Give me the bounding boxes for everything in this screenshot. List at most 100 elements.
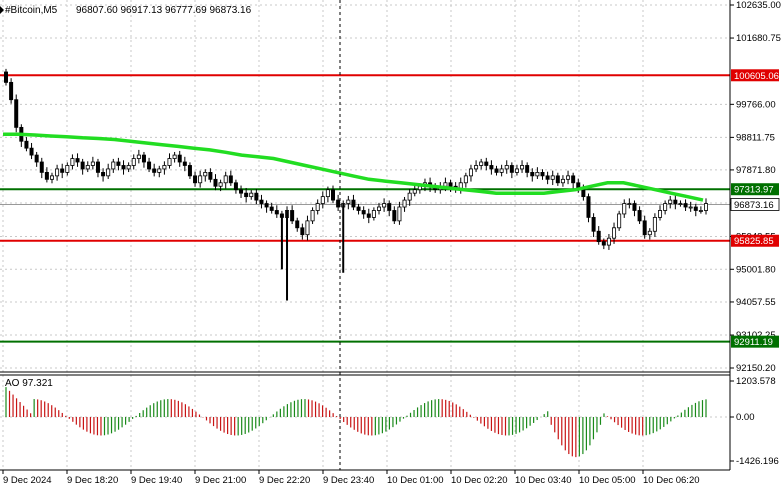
- time-tick-label: 9 Dec 22:20: [259, 475, 310, 486]
- candle-body: [463, 175, 468, 184]
- candle-body: [571, 175, 576, 184]
- price-tick-label: 95001.80: [736, 264, 776, 275]
- candle-body: [279, 213, 284, 218]
- candle-body: [290, 210, 295, 222]
- candle-body: [652, 217, 657, 232]
- candle-body: [601, 241, 606, 246]
- candle-body: [668, 199, 673, 204]
- candle-body: [642, 220, 647, 236]
- level-label-resistance-high: 100605.06: [734, 71, 779, 82]
- candle-body: [591, 217, 596, 232]
- indicator-title: AO 97.321: [5, 378, 53, 389]
- candle-body: [136, 154, 141, 159]
- candle-body: [24, 140, 29, 149]
- candle-body: [203, 171, 208, 177]
- candle-body: [484, 161, 489, 166]
- candle-body: [443, 182, 448, 187]
- candle-body: [116, 161, 121, 166]
- candle-body: [596, 230, 601, 243]
- candle-body: [499, 168, 504, 173]
- candle-body: [141, 154, 146, 163]
- candle-body: [606, 237, 611, 246]
- candle-body: [80, 161, 85, 170]
- candle-body: [412, 189, 417, 194]
- candle-body: [704, 203, 709, 211]
- price-tick-label: 101680.75: [736, 33, 781, 44]
- awesome-oscillator-bars: [0, 387, 730, 458]
- candle-body: [106, 168, 111, 177]
- candle-body: [223, 175, 228, 184]
- candle-body: [387, 203, 392, 211]
- time-tick-label: 10 Dec 06:20: [643, 475, 700, 486]
- candle-body: [213, 178, 218, 187]
- candle-body: [673, 199, 678, 204]
- candle-body: [65, 165, 70, 173]
- candle-body: [259, 199, 264, 204]
- candle-body: [560, 178, 565, 184]
- horizontal-levels[interactable]: [0, 74, 730, 343]
- indicator-tick-label: 1203.578: [736, 376, 776, 387]
- candle-body: [407, 192, 412, 201]
- time-axis[interactable]: 9 Dec 2024 9 Dec 18:20 9 Dec 19:40 9 Dec 21…: [2, 470, 700, 486]
- candle-body: [612, 227, 617, 239]
- level-tag-resistance-high: [731, 69, 779, 82]
- candle-body: [254, 192, 259, 201]
- candle-body: [382, 203, 387, 208]
- candle-body: [474, 165, 479, 170]
- candle-body: [315, 203, 320, 211]
- candle-body: [545, 175, 550, 180]
- candle-body: [336, 199, 341, 208]
- level-tag-green-lower: [731, 335, 779, 348]
- candle-body: [44, 171, 49, 180]
- candle-body: [172, 154, 177, 159]
- candle-body: [698, 210, 703, 212]
- candle-body: [111, 161, 116, 170]
- candle-body: [60, 168, 65, 173]
- level-tag-green-upper: [731, 183, 779, 196]
- candle-body: [617, 213, 622, 229]
- level-tag-support-red: [731, 234, 779, 247]
- candle-body: [34, 154, 39, 163]
- level-label-current-price: 96873.16: [734, 200, 774, 211]
- candle-body: [361, 210, 366, 215]
- candle-body: [627, 203, 632, 205]
- candle-body: [320, 196, 325, 204]
- price-tick-label: 93102.25: [736, 330, 776, 341]
- candle-body: [371, 210, 376, 218]
- candle-body: [376, 206, 381, 211]
- price-tick-label: 99766.00: [736, 99, 776, 110]
- candle-body: [95, 161, 100, 173]
- candle-body: [187, 165, 192, 177]
- indicator-axis: 1203.578 0.00 -1426.196: [730, 376, 779, 467]
- time-tick-label: 10 Dec 05:00: [579, 475, 636, 486]
- candle-body: [39, 161, 44, 173]
- price-tick-label: 94057.55: [736, 297, 776, 308]
- candle-body: [182, 161, 187, 166]
- candle-body: [647, 230, 652, 236]
- candle-body: [29, 147, 34, 156]
- candle-body: [637, 210, 642, 222]
- candle-body: [351, 199, 356, 208]
- candle-body: [233, 182, 238, 191]
- candle-body: [218, 182, 223, 187]
- candle-body: [494, 168, 499, 173]
- candle-body: [514, 168, 519, 173]
- candlestick-series: [4, 68, 709, 301]
- candle-body: [504, 165, 509, 170]
- candle-body: [366, 213, 371, 218]
- level-label-support-red: 95825.85: [734, 236, 774, 247]
- price-tick-label: 92150.20: [736, 363, 776, 374]
- time-tick-label: 10 Dec 03:40: [515, 475, 572, 486]
- candle-body: [586, 196, 591, 218]
- candle-body: [468, 168, 473, 177]
- time-tick-label: 10 Dec 02:20: [451, 475, 508, 486]
- candle-body: [177, 154, 182, 163]
- level-label-green-upper: 97313.97: [734, 185, 774, 196]
- candle-body: [688, 206, 693, 209]
- candle-body: [126, 165, 131, 170]
- indicator-tick-label: -1426.196: [736, 456, 779, 467]
- indicator-tick-label: 0.00: [736, 412, 755, 423]
- candle-body: [295, 220, 300, 229]
